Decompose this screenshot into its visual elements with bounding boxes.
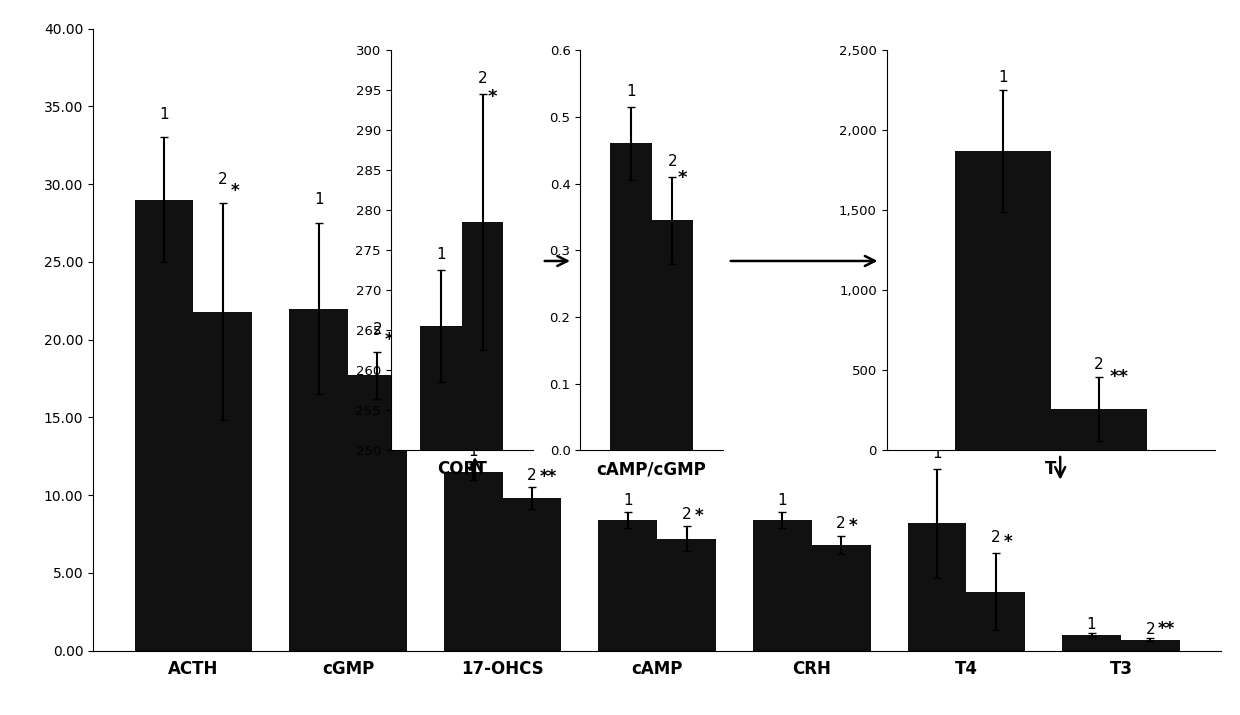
Bar <box>1052 409 1147 450</box>
Bar <box>502 498 562 651</box>
Text: 1: 1 <box>932 446 942 461</box>
Text: 1: 1 <box>777 493 787 508</box>
Text: **: ** <box>539 468 557 486</box>
Text: 2: 2 <box>1146 623 1156 638</box>
Text: *: * <box>677 169 687 187</box>
Bar <box>753 520 812 651</box>
Text: 2: 2 <box>1094 357 1104 372</box>
Text: *: * <box>694 508 703 526</box>
Text: 2: 2 <box>667 154 677 169</box>
Text: 2: 2 <box>991 530 1001 545</box>
Bar <box>289 309 348 651</box>
Bar <box>652 220 693 450</box>
Text: 2: 2 <box>527 468 537 483</box>
Bar <box>966 591 1025 651</box>
Text: 1: 1 <box>159 107 169 122</box>
Text: 1: 1 <box>469 444 479 459</box>
Bar <box>812 545 870 651</box>
Text: 2: 2 <box>372 322 382 337</box>
Text: **: ** <box>1110 368 1128 386</box>
Bar <box>610 144 652 450</box>
Text: *: * <box>386 331 394 349</box>
Bar <box>1121 640 1179 651</box>
Bar <box>955 151 1052 450</box>
Bar <box>599 520 657 651</box>
Text: 2: 2 <box>477 71 487 86</box>
Text: 2: 2 <box>836 516 846 531</box>
Text: 2: 2 <box>682 506 692 521</box>
Text: 2: 2 <box>218 172 228 187</box>
Text: 1: 1 <box>1086 617 1096 632</box>
Bar <box>420 326 463 715</box>
Text: *: * <box>1003 533 1012 551</box>
Bar <box>463 222 503 715</box>
Bar <box>193 312 252 651</box>
Text: 1: 1 <box>314 192 324 207</box>
Bar <box>1063 635 1121 651</box>
Bar <box>444 472 502 651</box>
Bar <box>135 199 193 651</box>
Text: *: * <box>487 88 497 106</box>
Text: 1: 1 <box>622 493 632 508</box>
Text: 1: 1 <box>436 247 446 262</box>
Text: 1: 1 <box>626 84 636 99</box>
Bar <box>908 523 966 651</box>
Text: *: * <box>849 517 858 535</box>
Bar <box>348 375 407 651</box>
Text: **: ** <box>1158 620 1176 638</box>
Text: *: * <box>231 182 239 199</box>
Bar <box>657 538 715 651</box>
Text: 1: 1 <box>998 70 1008 85</box>
